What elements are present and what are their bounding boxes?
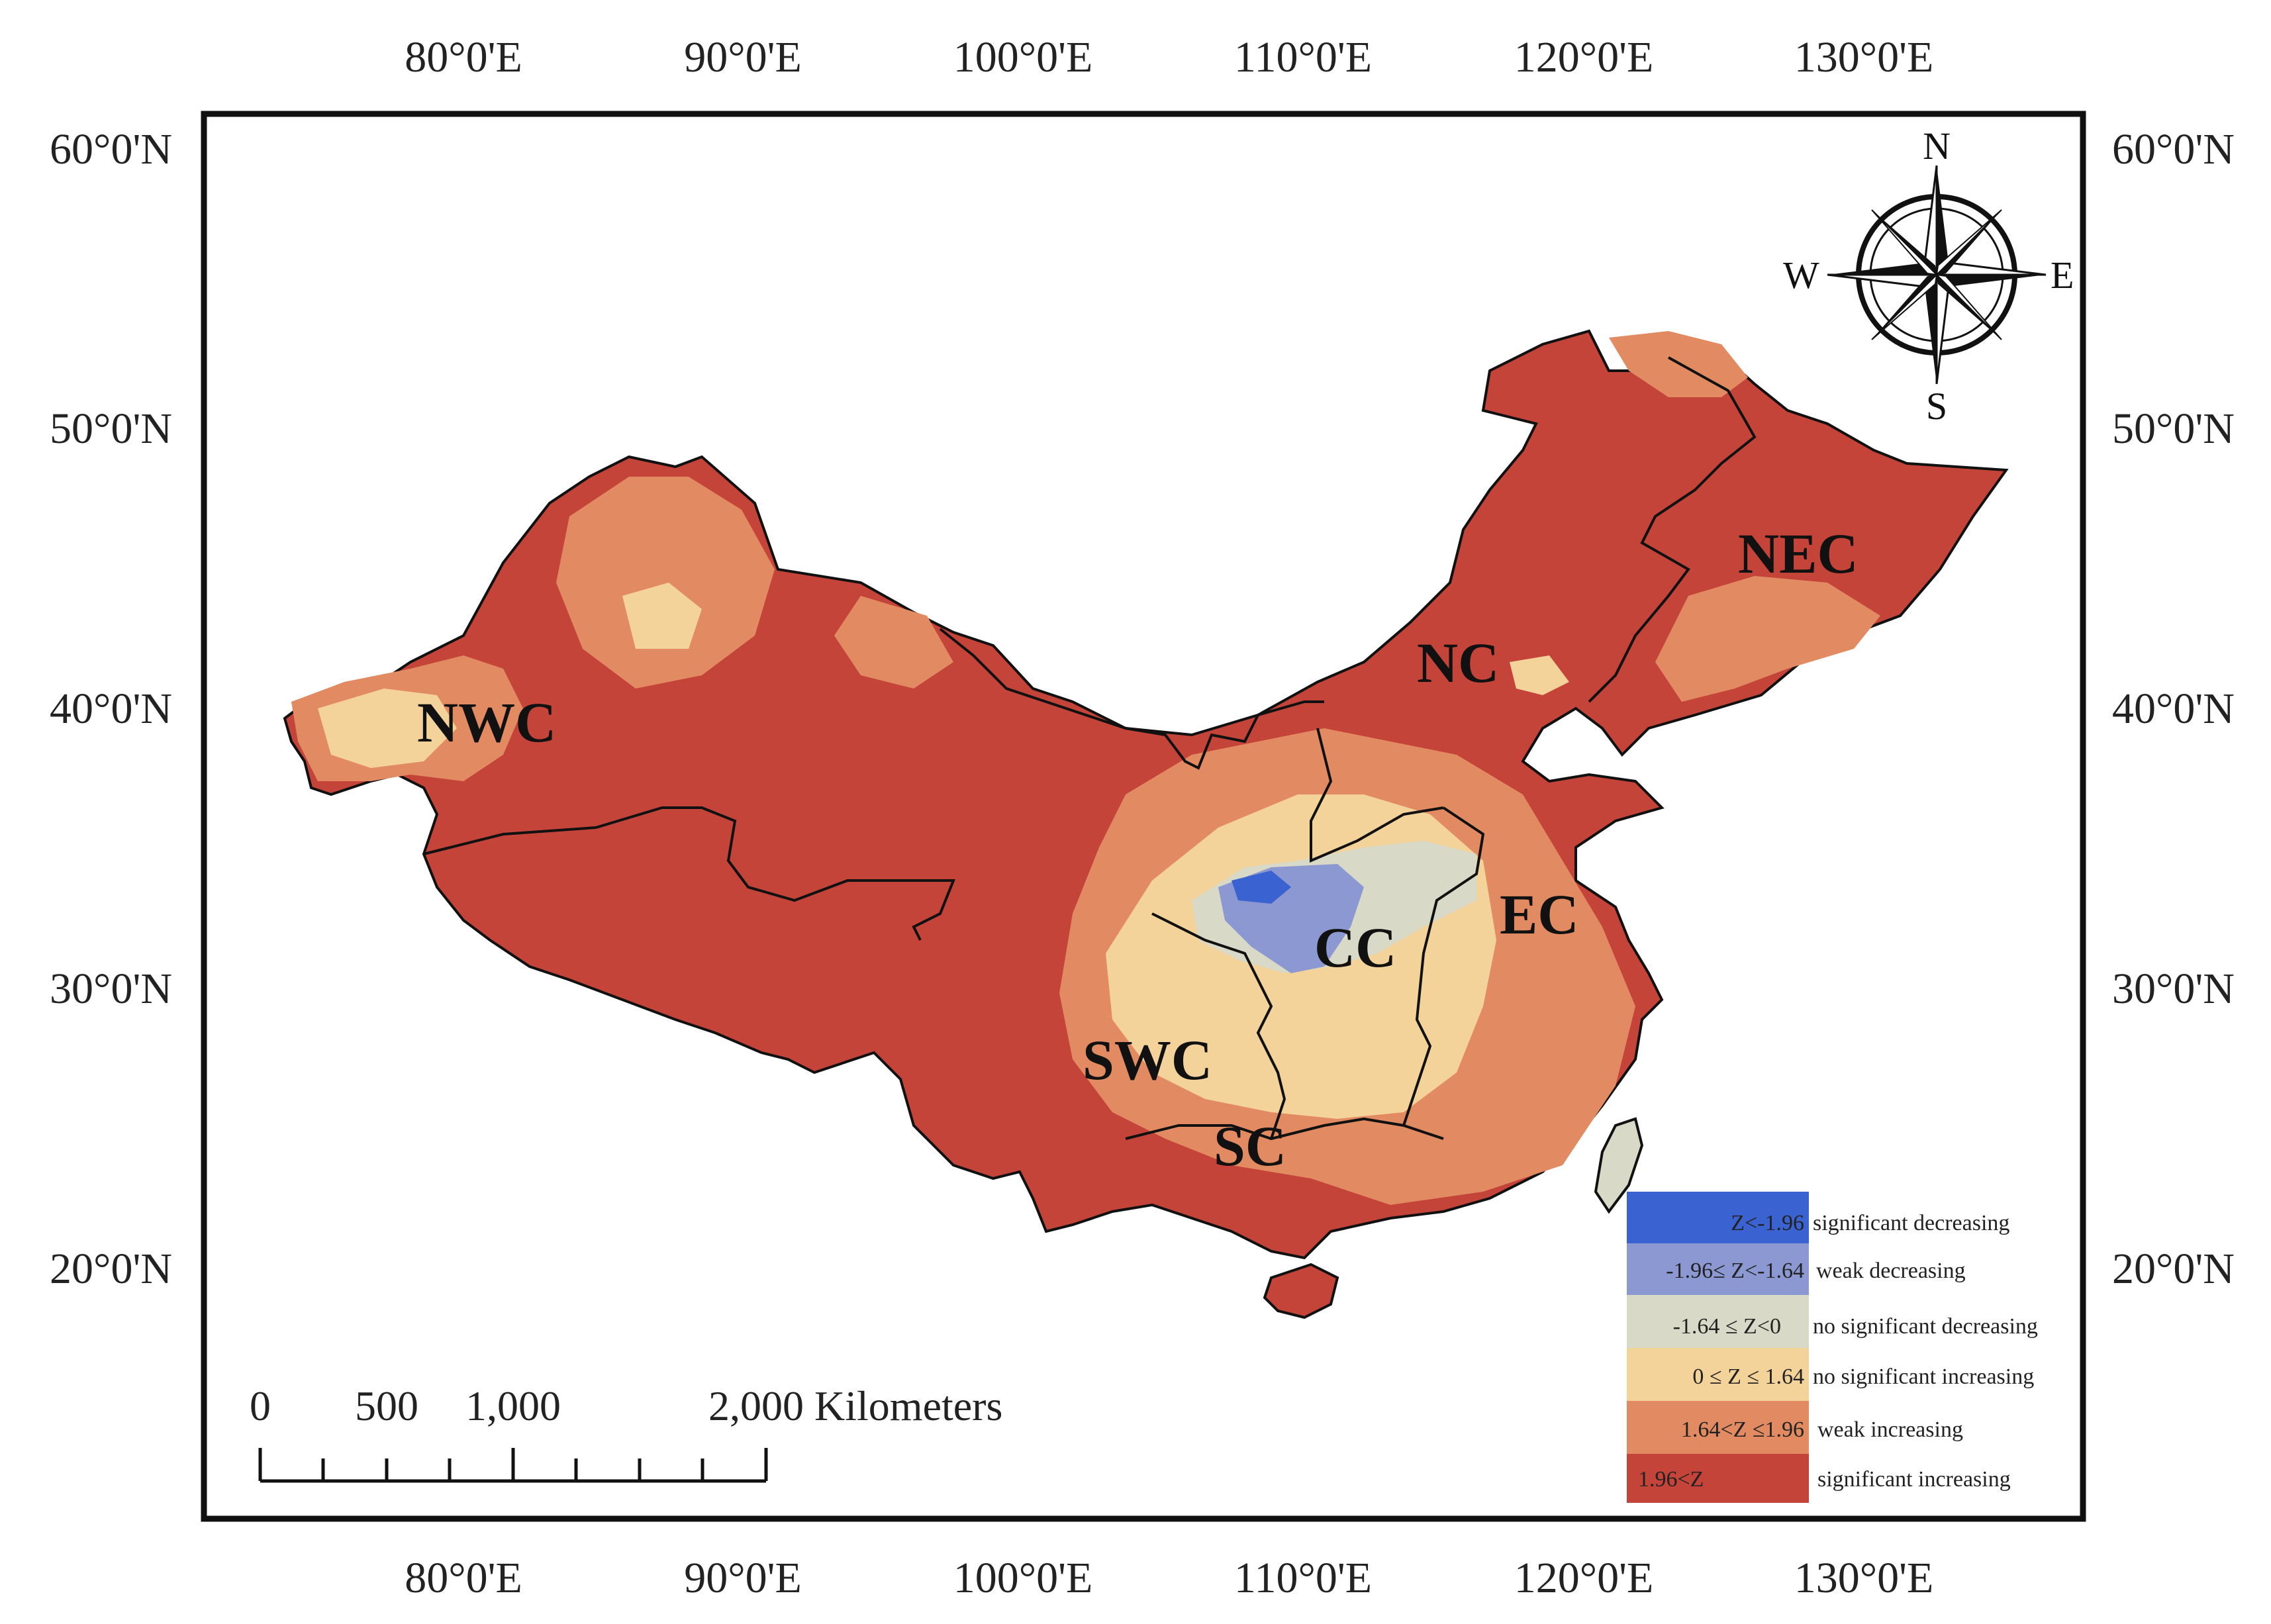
region-label-nec: NEC <box>1738 522 1859 585</box>
region-labels: NWC NC NEC CC EC SWC SC <box>417 522 1859 1178</box>
lon-label-bottom-130: 130°0'E <box>1794 1554 1934 1602</box>
lon-label-top-130: 130°0'E <box>1794 33 1934 81</box>
compass-label-n: N <box>1923 124 1951 167</box>
region-label-sc: SC <box>1214 1114 1286 1178</box>
legend-swatch <box>1627 1243 1809 1295</box>
lon-label-bottom-110: 110°0'E <box>1234 1554 1372 1602</box>
boundary-sc <box>1125 1117 1444 1141</box>
legend-label: weak increasing <box>1817 1417 1963 1442</box>
scale-label-500: 500 <box>355 1382 418 1429</box>
patch-weak-increasing-gansu <box>834 596 953 689</box>
lat-label-right-40: 40°0'N <box>2112 685 2235 733</box>
compass-label-w: W <box>1783 254 1819 297</box>
legend-range: 0 ≤ Z ≤ 1.64 <box>1692 1364 1804 1389</box>
lat-label-left-50: 50°0'N <box>50 405 172 453</box>
lat-label-right-30: 30°0'N <box>2112 965 2235 1013</box>
legend-swatch <box>1627 1295 1809 1348</box>
boundary-nwc-swc <box>423 806 955 941</box>
compass-label-s: S <box>1926 385 1947 428</box>
scale-bar <box>258 1448 768 1483</box>
patch-weak-increasing-nw <box>556 477 775 689</box>
lon-label-top-120: 120°0'E <box>1514 33 1654 81</box>
boundary-nwc-nc <box>939 628 1324 770</box>
taiwan-island-shape <box>1594 1117 1644 1214</box>
longitude-labels-bottom: 80°0'E 90°0'E 100°0'E 110°0'E 120°0'E 13… <box>405 1554 1933 1602</box>
boundary-nc-cc <box>1310 728 1444 863</box>
legend-range: -1.96≤ Z<-1.64 <box>1666 1259 1804 1283</box>
lat-label-right-60: 60°0'N <box>2112 125 2235 173</box>
longitude-labels-top: 80°0'E 90°0'E 100°0'E 110°0'E 120°0'E 13… <box>405 33 1933 81</box>
patch-significant-decreasing-center <box>1232 871 1291 904</box>
compass-star-icon <box>1827 165 2047 385</box>
lon-label-top-80: 80°0'E <box>405 33 522 81</box>
legend-label: significant increasing <box>1817 1467 2011 1492</box>
legend-label: weak decreasing <box>1816 1259 1966 1283</box>
lon-label-top-90: 90°0'E <box>684 33 802 81</box>
region-label-ec: EC <box>1500 883 1578 946</box>
patch-no-sig-increasing-nc <box>1510 655 1569 695</box>
lat-label-left-40: 40°0'N <box>50 685 172 733</box>
trend-patches <box>291 331 1880 1205</box>
patch-weak-increasing-ne2 <box>1655 576 1880 702</box>
legend-item-weak-decreasing: -1.96≤ Z<-1.64 weak decreasing <box>1627 1243 1966 1295</box>
legend-swatch <box>1627 1401 1809 1454</box>
region-label-cc: CC <box>1314 916 1396 979</box>
latitude-labels-left: 60°0'N 50°0'N 40°0'N 30°0'N 20°0'N <box>50 125 172 1293</box>
legend-range: -1.64 ≤ Z<0 <box>1673 1314 1781 1339</box>
legend-range: 1.64<Z ≤1.96 <box>1681 1417 1804 1442</box>
legend-label: no significant decreasing <box>1813 1314 2038 1339</box>
lat-label-right-20: 20°0'N <box>2112 1245 2235 1293</box>
lon-label-bottom-100: 100°0'E <box>953 1554 1093 1602</box>
legend-item-no-significant-decreasing: -1.64 ≤ Z<0 no significant decreasing <box>1627 1295 2038 1348</box>
boundary-nc-nec <box>1588 356 1757 703</box>
lat-label-right-50: 50°0'N <box>2112 405 2235 453</box>
lon-label-bottom-80: 80°0'E <box>405 1554 522 1602</box>
scale-label-2000: 2,000 Kilometers <box>708 1382 1002 1429</box>
lon-label-bottom-90: 90°0'E <box>684 1554 802 1602</box>
hainan-island-shape <box>1263 1263 1339 1319</box>
lon-label-top-110: 110°0'E <box>1234 33 1372 81</box>
legend-range: Z<-1.96 <box>1731 1211 1804 1235</box>
legend-item-significant-decreasing: Z<-1.96 significant decreasing <box>1627 1192 2009 1243</box>
latitude-labels-right: 60°0'N 50°0'N 40°0'N 30°0'N 20°0'N <box>2112 125 2235 1293</box>
legend-item-no-significant-increasing: 0 ≤ Z ≤ 1.64 no significant increasing <box>1627 1348 2034 1401</box>
compass-rose: N S E W <box>1783 124 2074 428</box>
boundary-cc-ec <box>1402 806 1485 1126</box>
lon-label-top-100: 100°0'E <box>953 33 1093 81</box>
region-label-swc: SWC <box>1083 1028 1212 1092</box>
scale-bar-labels: 0 500 1,000 2,000 Kilometers <box>250 1382 1002 1429</box>
legend-item-weak-increasing: 1.64<Z ≤1.96 weak increasing <box>1627 1401 1963 1454</box>
region-boundaries <box>423 356 1757 1141</box>
legend-swatch <box>1627 1454 1809 1503</box>
lat-label-left-30: 30°0'N <box>50 965 172 1013</box>
scale-label-0: 0 <box>250 1382 271 1429</box>
lon-label-bottom-120: 120°0'E <box>1514 1554 1654 1602</box>
legend: Z<-1.96 significant decreasing -1.96≤ Z<… <box>1627 1192 2038 1503</box>
lat-label-left-20: 20°0'N <box>50 1245 172 1293</box>
legend-label: significant decreasing <box>1813 1211 2009 1235</box>
patch-no-sig-increasing-west <box>318 689 457 768</box>
lat-label-left-60: 60°0'N <box>50 125 172 173</box>
legend-swatch <box>1627 1192 1809 1243</box>
boundary-cc-swc <box>1151 912 1286 1139</box>
legend-item-significant-increasing: 1.96<Z significant increasing <box>1627 1454 2011 1503</box>
patch-no-sig-increasing-nw <box>622 583 702 649</box>
region-label-nc: NC <box>1417 631 1499 694</box>
region-label-nwc: NWC <box>417 691 556 754</box>
compass-label-e: E <box>2051 254 2074 297</box>
legend-swatch <box>1627 1348 1809 1401</box>
legend-range: 1.96<Z <box>1638 1467 1704 1492</box>
legend-label: no significant increasing <box>1813 1364 2034 1389</box>
scale-label-1000: 1,000 <box>465 1382 561 1429</box>
